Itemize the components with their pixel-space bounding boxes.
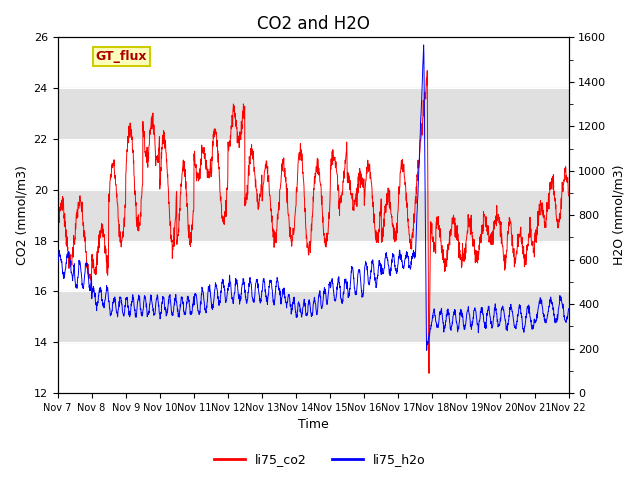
Legend: li75_co2, li75_h2o: li75_co2, li75_h2o	[209, 448, 431, 471]
Y-axis label: CO2 (mmol/m3): CO2 (mmol/m3)	[15, 165, 28, 265]
Bar	[58, 88, 568, 139]
Y-axis label: H2O (mmol/m3): H2O (mmol/m3)	[612, 165, 625, 265]
Bar	[58, 291, 568, 342]
Title: CO2 and H2O: CO2 and H2O	[257, 15, 369, 33]
Text: GT_flux: GT_flux	[96, 50, 147, 63]
X-axis label: Time: Time	[298, 419, 328, 432]
Bar	[58, 190, 568, 240]
